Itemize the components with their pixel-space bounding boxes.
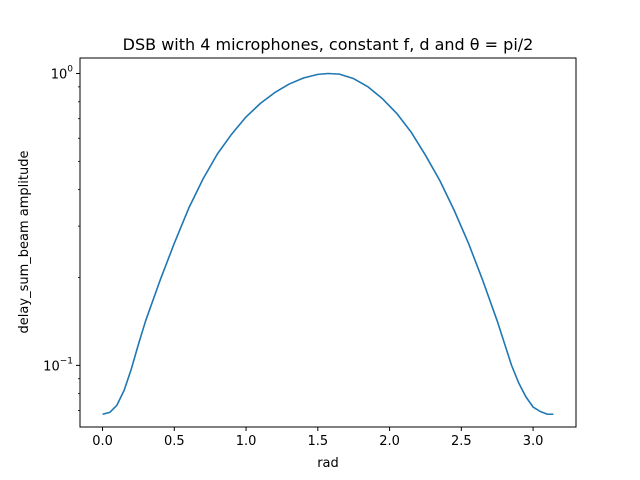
x-tick-label: 0.5 <box>164 434 185 449</box>
y-tick-label: 10−1 <box>43 356 73 374</box>
x-tick-label: 1.0 <box>236 434 257 449</box>
x-tick-label: 2.5 <box>451 434 472 449</box>
chart-title: DSB with 4 microphones, constant f, d an… <box>123 35 534 54</box>
axes-frame <box>79 57 577 428</box>
series-line-0 <box>102 72 554 416</box>
x-axis-label: rad <box>317 456 339 471</box>
x-tick-label: 2.0 <box>379 434 400 449</box>
plot-area <box>102 72 554 416</box>
x-tick-label: 3.0 <box>523 434 544 449</box>
x-tick-label: 1.5 <box>307 434 328 449</box>
x-tick-label: 0.0 <box>92 434 113 449</box>
y-tick-label: 100 <box>51 64 74 82</box>
y-axis-label: delay_sum_beam amplitude <box>17 151 32 334</box>
x-axis: 0.0 0.5 1.0 1.5 2.0 2.5 3.0 <box>92 427 543 449</box>
y-axis: 10−1 100 <box>43 64 80 411</box>
